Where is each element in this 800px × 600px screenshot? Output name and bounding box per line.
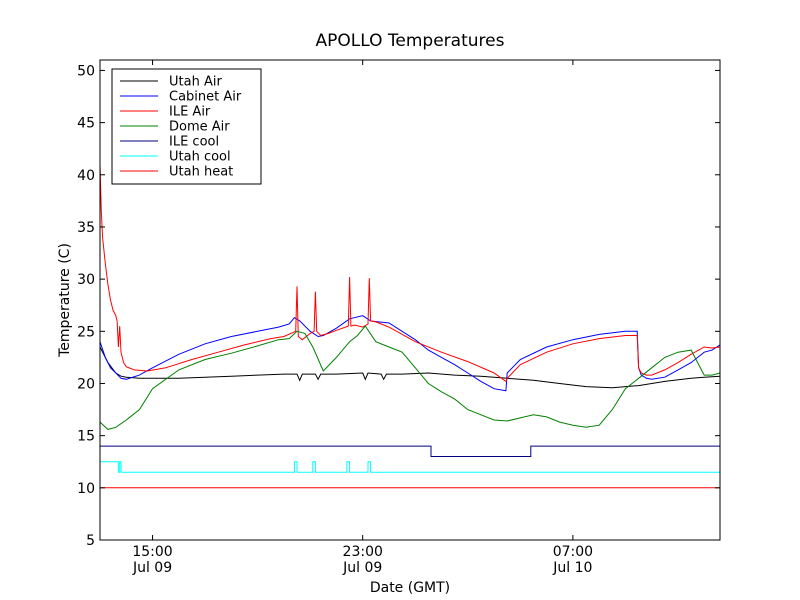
y-tick-label: 35	[77, 220, 95, 236]
legend-label: Cabinet Air	[169, 90, 242, 105]
x-tick-label-time: 07:00	[553, 544, 593, 560]
y-tick-label: 40	[77, 168, 95, 184]
series-line-cabinet-air	[99, 315, 721, 392]
x-tick-label-date: Jul 10	[552, 560, 592, 576]
y-tick-label: 15	[77, 429, 95, 445]
legend-label: Utah cool	[169, 150, 231, 165]
series-layer	[99, 164, 721, 489]
y-tick-label: 25	[77, 324, 95, 340]
legend-label: ILE cool	[169, 135, 219, 150]
plot-frame	[99, 59, 721, 541]
y-tick-label: 50	[77, 63, 95, 79]
y-tick-label: 10	[77, 481, 95, 497]
series-line-ile-air	[99, 164, 721, 383]
x-tick-label-date: Jul 09	[132, 560, 172, 576]
y-tick-label: 45	[77, 116, 95, 132]
legend-label: Dome Air	[169, 120, 230, 135]
x-tick-label-time: 23:00	[343, 544, 383, 560]
legend-label: Utah heat	[169, 165, 233, 180]
chart-title: APOLLO Temperatures	[316, 31, 505, 51]
series-line-utah-cool	[100, 461, 720, 473]
legend-label: Utah Air	[169, 75, 222, 90]
x-axis-title: Date (GMT)	[370, 580, 450, 596]
y-tick-label: 30	[77, 272, 95, 288]
y-axis-title: Temperature (C)	[57, 243, 73, 358]
x-tick-label-date: Jul 09	[342, 560, 382, 576]
series-line-dome-air	[99, 325, 721, 430]
legend-label: ILE Air	[169, 105, 211, 120]
y-tick-label: 20	[77, 376, 95, 392]
series-line-ile-cool	[100, 445, 720, 457]
y-tick-label: 5	[86, 533, 95, 549]
x-tick-label-time: 15:00	[132, 544, 172, 560]
series-line-utah-air	[99, 346, 721, 389]
